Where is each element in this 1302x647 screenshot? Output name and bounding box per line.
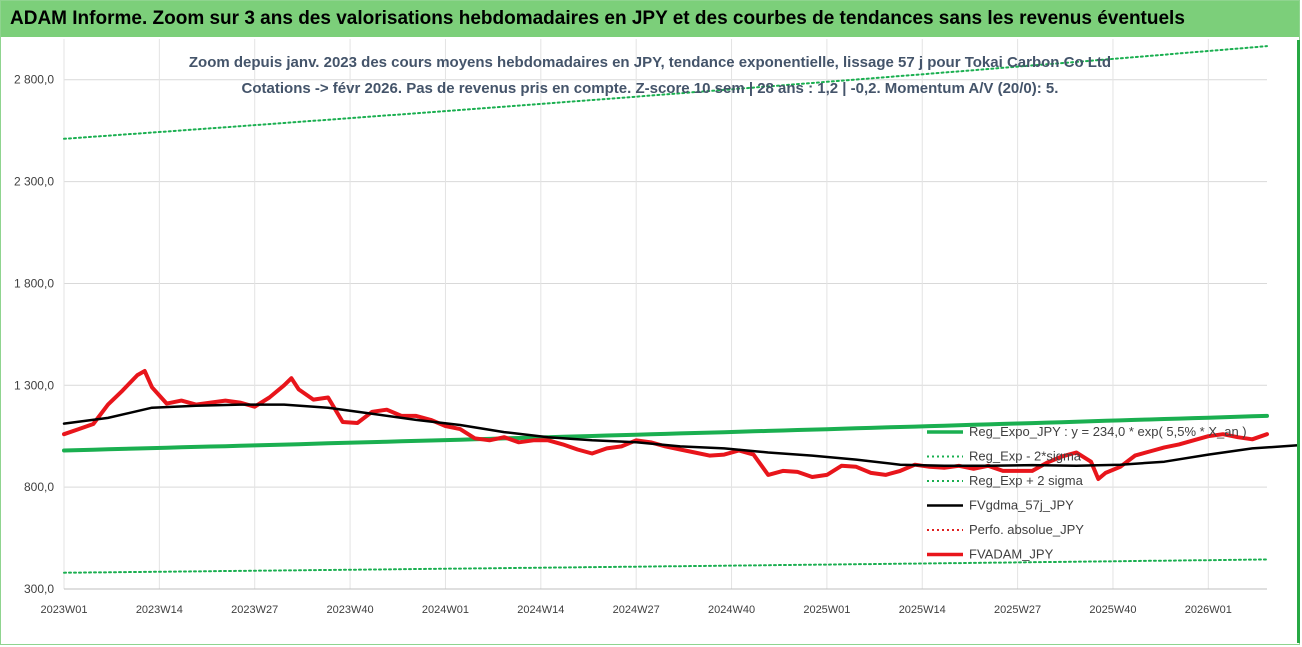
x-tick-label: 2024W14 xyxy=(517,604,564,616)
legend-entry: FVgdma_57j_JPY xyxy=(969,498,1074,513)
series-line-1 xyxy=(63,558,1268,574)
report-banner: ADAM Informe. Zoom sur 3 ans des valoris… xyxy=(1,1,1299,37)
x-tick-label: 2023W27 xyxy=(231,604,278,616)
y-tick-label: 1 800,0 xyxy=(14,276,54,290)
x-tick-label: 2026W01 xyxy=(1185,604,1232,616)
legend-entry: FVADAM_JPY xyxy=(969,547,1054,562)
chart-title-line: Zoom depuis janv. 2023 des cours moyens … xyxy=(189,54,1111,71)
y-tick-label: 2 300,0 xyxy=(14,175,54,189)
chart-titles: Zoom depuis janv. 2023 des cours moyens … xyxy=(189,54,1111,97)
legend: Reg_Expo_JPY : y = 234,0 * exp( 5,5% * X… xyxy=(927,424,1247,562)
x-tick-label: 2023W01 xyxy=(40,604,87,616)
x-tick-label: 2023W40 xyxy=(327,604,374,616)
chart-area: 300,0 800,0 1 300,0 1 800,0 2 300,0 2 800,0 20… xyxy=(2,39,1298,643)
line-chart: 300,0 800,0 1 300,0 1 800,0 2 300,0 2 800,0 20… xyxy=(14,39,1298,616)
legend-entry: Perfo. absolue_JPY xyxy=(969,522,1084,537)
axes: 300,0 800,0 1 300,0 1 800,0 2 300,0 2 800,0 20… xyxy=(14,73,1267,616)
series-line-0 xyxy=(62,413,1269,453)
x-tick-label: 2025W14 xyxy=(899,604,946,616)
legend-entry: Reg_Exp + 2 sigma xyxy=(969,473,1084,488)
y-tick-label: 1 300,0 xyxy=(14,378,54,392)
y-tick-label: 300,0 xyxy=(24,582,54,596)
series-line-2 xyxy=(63,45,1268,140)
x-tick-label: 2024W01 xyxy=(422,604,469,616)
legend-entry: Reg_Exp - 2*sigma xyxy=(969,449,1082,464)
x-tick-label: 2025W40 xyxy=(1089,604,1136,616)
series-layer xyxy=(62,45,1298,574)
series-line-3 xyxy=(62,403,1298,468)
x-tick-label: 2024W27 xyxy=(613,604,660,616)
y-tick-label: 2 800,0 xyxy=(14,73,54,87)
x-tick-label: 2025W01 xyxy=(803,604,850,616)
y-tick-label: 800,0 xyxy=(24,480,54,494)
x-tick-label: 2025W27 xyxy=(994,604,1041,616)
x-tick-label: 2023W14 xyxy=(136,604,183,616)
x-tick-label: 2024W40 xyxy=(708,604,755,616)
legend-entry: Reg_Expo_JPY : y = 234,0 * exp( 5,5% * X… xyxy=(969,424,1247,439)
chart-title-line: Cotations -> févr 2026. Pas de revenus p… xyxy=(242,80,1059,97)
right-edge-bar xyxy=(1297,40,1300,643)
grid-lines xyxy=(63,39,1267,590)
